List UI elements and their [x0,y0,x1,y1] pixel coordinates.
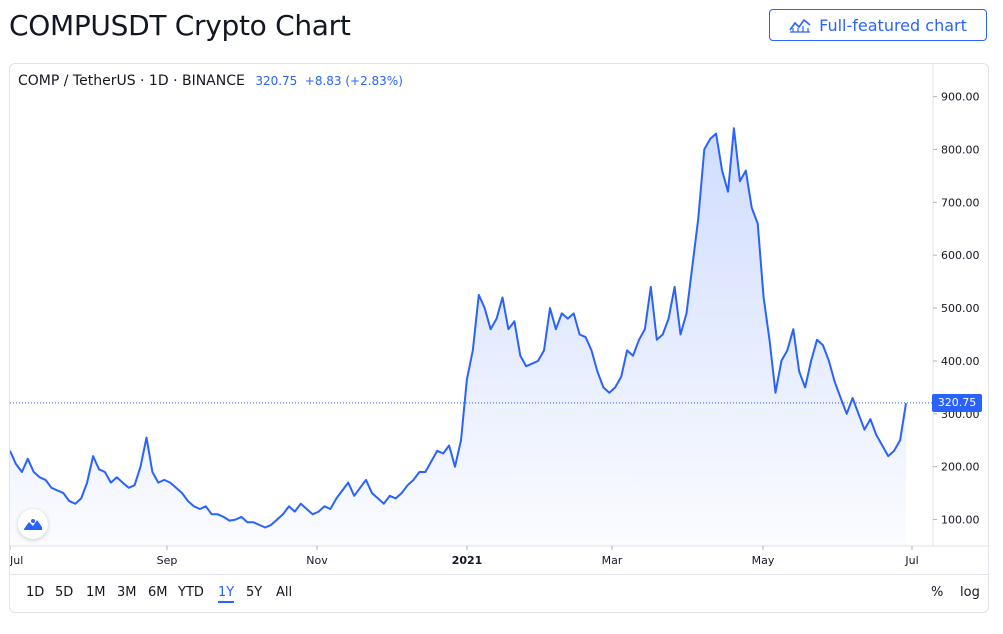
price-area-fill [10,128,906,547]
y-axis-tick-label: 700.00 [941,196,980,209]
y-axis-tick-label: 800.00 [941,143,980,156]
percent-toggle[interactable]: % [931,585,944,600]
x-axis-tick-label: May [752,554,775,567]
range-button-all[interactable]: All [276,585,293,600]
page-title: COMPUSDT Crypto Chart [9,9,351,42]
range-toolbar: 1D 5D 1M 3M 6M YTD 1Y 5Y All % log [10,574,988,612]
range-button-6m[interactable]: 6M [148,585,168,600]
price-series-line [10,127,907,529]
legend-symbol: COMP / TetherUS · 1D · BINANCE [18,73,245,89]
range-button-3m[interactable]: 3M [117,585,137,600]
x-axis-tick-label: Mar [602,554,623,567]
legend-price: 320.75 [255,74,298,88]
last-price-tag: 320.75 [932,393,982,412]
y-axis-tick-label: 100.00 [941,514,980,527]
chart-line-icon [789,18,811,33]
x-axis-tick-label: Sep [157,554,178,567]
range-button-1m[interactable]: 1M [86,585,106,600]
tradingview-logo-icon[interactable] [18,509,48,539]
full-featured-chart-button[interactable]: Full-featured chart [769,9,987,41]
price-chart[interactable]: 100.00200.00300.00400.00500.00600.00700.… [10,64,989,576]
x-axis-tick-label: Jul [904,554,918,567]
range-button-1d[interactable]: 1D [26,585,45,600]
range-button-1y[interactable]: 1Y [218,585,235,603]
tradingview-logo-glyph [24,519,42,530]
y-axis-tick-label: 400.00 [941,355,980,368]
range-button-5d[interactable]: 5D [55,585,74,600]
full-featured-chart-label: Full-featured chart [819,15,967,35]
x-axis-tick-label: Nov [306,554,328,567]
x-axis-tick-label: Jul [10,554,23,567]
y-axis-tick-label: 500.00 [941,302,980,315]
legend-change: +8.83 (+2.83%) [304,74,403,88]
x-axis-tick-label: 2021 [452,554,483,567]
chart-widget[interactable]: 100.00 200.00 300.00 400.00 500.00 600.00 700.… [9,63,989,613]
y-axis-tick-label: 200.00 [941,461,980,474]
range-button-ytd[interactable]: YTD [178,585,204,600]
y-axis-tick-label: 900.00 [941,91,980,104]
log-toggle[interactable]: log [960,585,980,600]
range-button-5y[interactable]: 5Y [246,585,263,600]
chart-legend: COMP / TetherUS · 1D · BINANCE 320.75 +8… [18,73,403,89]
y-axis-tick-label: 600.00 [941,249,980,262]
